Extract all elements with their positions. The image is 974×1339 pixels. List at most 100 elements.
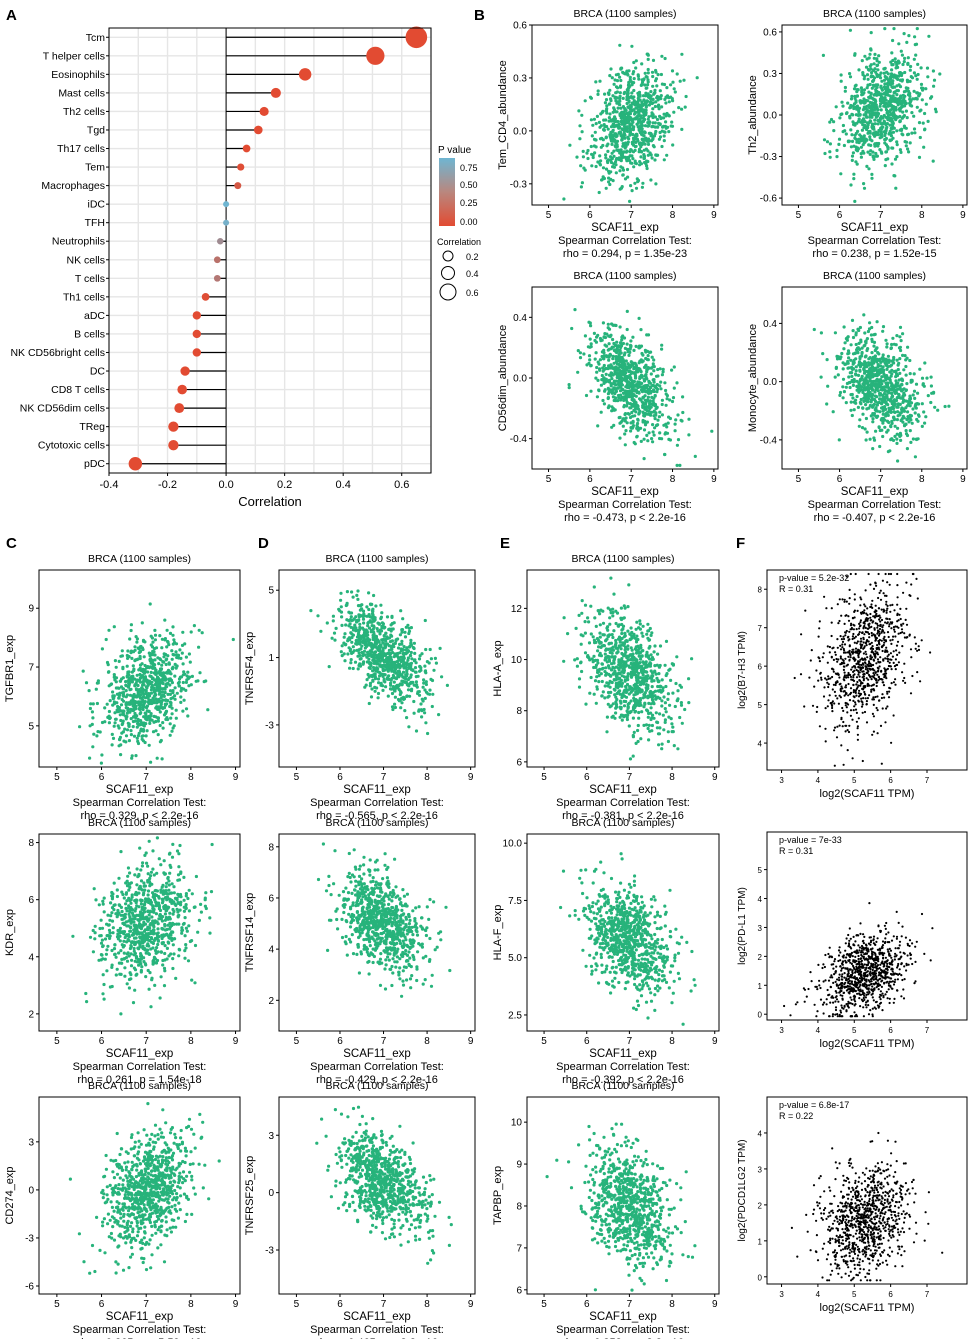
data-point [636, 139, 640, 143]
data-point [861, 382, 865, 386]
data-point [607, 176, 611, 180]
data-point [635, 366, 639, 370]
data-point [640, 82, 644, 86]
data-point [675, 72, 679, 76]
data-point [930, 95, 934, 99]
data-point [687, 417, 691, 421]
data-point [612, 149, 616, 153]
data-point [662, 134, 666, 138]
data-point [897, 346, 902, 350]
data-point [157, 662, 161, 666]
data-point [854, 342, 858, 347]
data-point [140, 965, 144, 969]
data-point [913, 455, 918, 459]
data-point [903, 56, 907, 61]
data-point [147, 743, 151, 747]
data-point [625, 342, 629, 346]
data-point [176, 892, 180, 897]
data-point [886, 428, 890, 432]
data-point [182, 875, 186, 880]
data-point [913, 411, 917, 415]
data-point [664, 392, 668, 396]
data-point [171, 943, 175, 947]
data-point [856, 373, 861, 377]
data-point [129, 687, 133, 691]
data-point [126, 866, 130, 870]
data-point [127, 986, 131, 990]
data-point [895, 143, 899, 147]
data-point [900, 79, 904, 83]
data-point [633, 181, 637, 185]
data-point [165, 716, 169, 720]
data-point [902, 31, 906, 36]
data-point [603, 92, 607, 96]
data-point [660, 343, 664, 347]
data-point [607, 358, 611, 362]
data-point [627, 412, 631, 416]
data-point [619, 131, 623, 135]
data-point [636, 178, 641, 183]
data-point [160, 646, 164, 650]
data-point [615, 356, 619, 360]
category-label: NK CD56dim cells [20, 403, 105, 415]
category-label: CD8 T cells [51, 384, 105, 396]
data-point [127, 954, 131, 958]
data-point [651, 423, 655, 427]
data-point [621, 96, 625, 100]
data-point [832, 129, 836, 133]
data-point [895, 84, 899, 88]
data-point [879, 98, 883, 102]
data-point [860, 350, 864, 355]
data-point [864, 354, 868, 358]
data-point [646, 53, 650, 57]
y-tick-label: 5 [28, 721, 34, 732]
data-point [912, 71, 917, 75]
data-point [147, 913, 151, 917]
data-point [187, 888, 191, 892]
data-point [884, 414, 888, 418]
data-point [606, 127, 610, 131]
data-point [918, 367, 922, 371]
data-point [624, 398, 629, 402]
x-tick-label: -0.2 [158, 479, 177, 491]
data-point [138, 654, 142, 659]
data-point [593, 130, 597, 134]
data-point [599, 159, 603, 163]
data-point [155, 889, 159, 893]
legend-pvalue-title: P value [438, 145, 472, 156]
data-point [621, 417, 625, 421]
data-point [160, 663, 164, 667]
data-point [622, 124, 627, 128]
data-point [850, 374, 854, 378]
data-point [173, 896, 178, 901]
data-point [105, 660, 110, 665]
data-point [623, 90, 627, 94]
data-point [168, 911, 172, 915]
data-point [909, 99, 913, 103]
data-point [841, 396, 845, 400]
data-point [623, 368, 627, 373]
data-point [138, 846, 142, 850]
data-point [127, 739, 131, 743]
data-point [632, 371, 636, 375]
size-legend-label: 0.6 [466, 288, 479, 298]
data-point [642, 437, 646, 441]
data-point [177, 852, 181, 856]
data-point [115, 894, 119, 899]
data-point [910, 104, 914, 108]
data-point [640, 127, 644, 131]
data-point [123, 966, 127, 970]
data-point [580, 130, 584, 134]
data-point [639, 369, 643, 373]
data-point [842, 325, 846, 329]
data-point [647, 404, 651, 408]
data-point [641, 94, 646, 98]
data-point [656, 367, 660, 372]
data-point [678, 79, 682, 83]
data-point [163, 618, 167, 622]
data-point [633, 361, 637, 365]
data-point [651, 378, 655, 382]
data-point [913, 97, 917, 101]
data-point [151, 941, 155, 946]
data-point [650, 355, 654, 359]
